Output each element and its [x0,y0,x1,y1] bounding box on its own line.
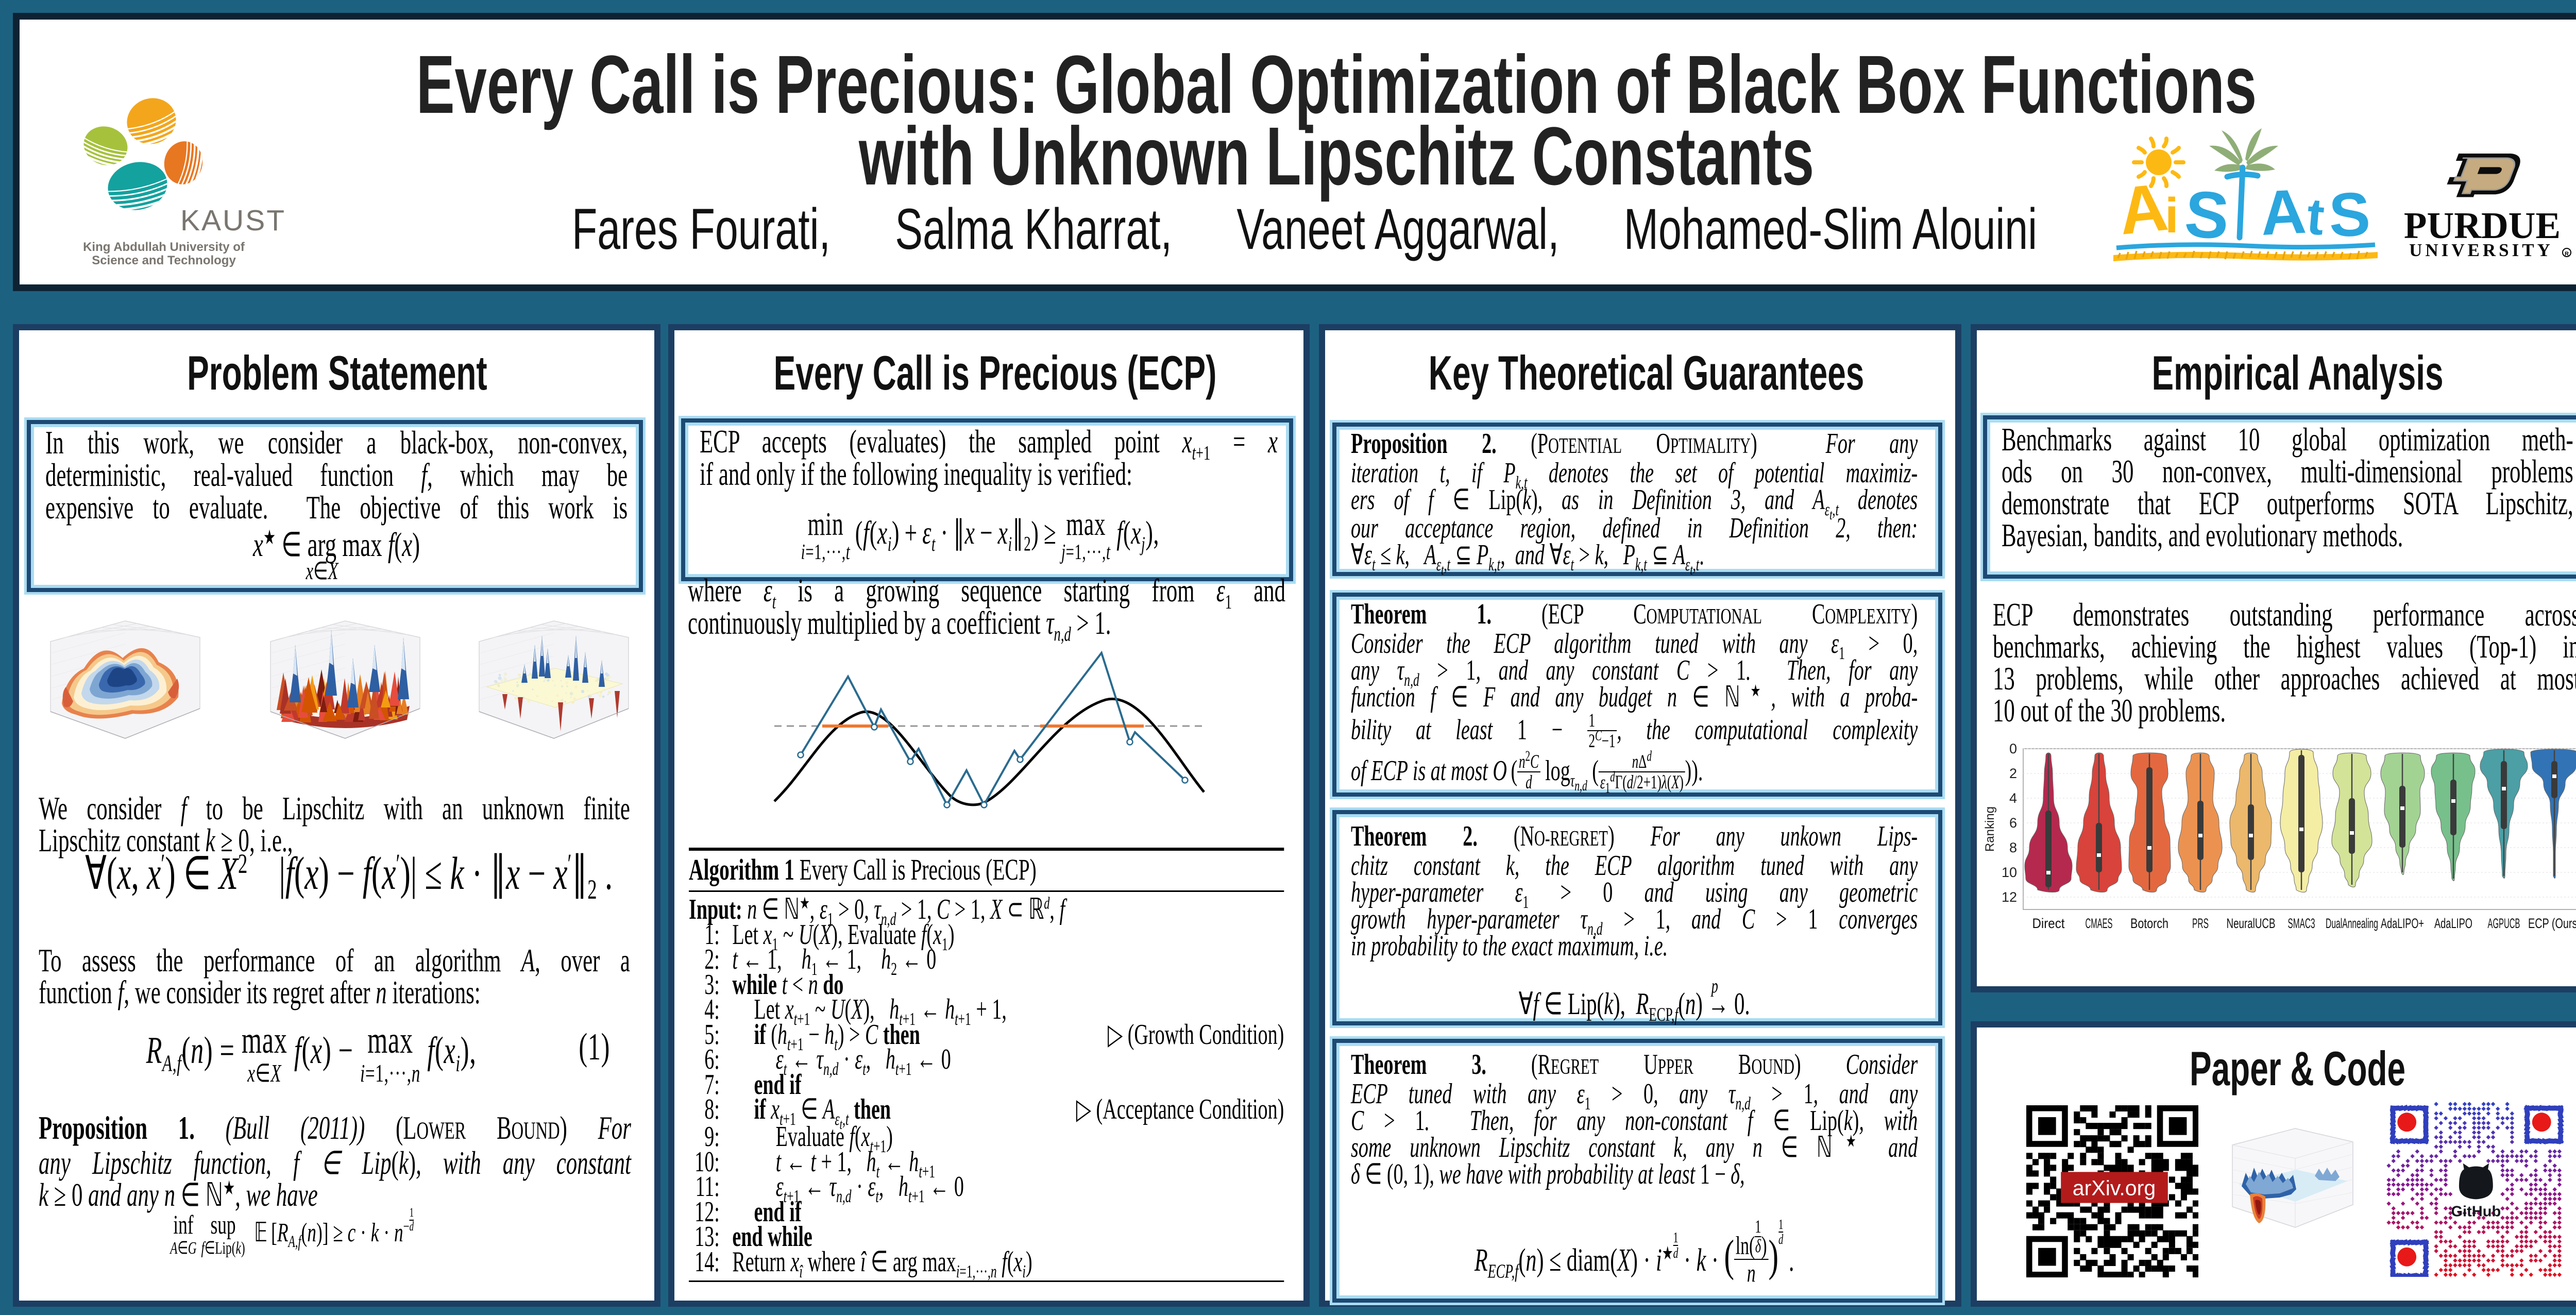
svg-text:KAUST: KAUST [180,204,286,237]
svg-text:8: 8 [2009,840,2017,855]
svg-text:A: A [2259,176,2308,248]
svg-text:Botorch: Botorch [2130,916,2168,931]
svg-text:S: S [2182,177,2231,254]
svg-text:PURDUE: PURDUE [2404,205,2561,246]
svg-text:Science and Technology: Science and Technology [92,254,236,267]
svg-text:S: S [2328,179,2371,250]
svg-text:6: 6 [2009,815,2017,831]
svg-text:10: 10 [2002,865,2017,880]
svg-text:2: 2 [2009,766,2017,781]
svg-text:R: R [2565,251,2569,257]
svg-text:SMAC3: SMAC3 [2288,916,2315,931]
svg-text:AdaLIPO: AdaLIPO [2434,916,2472,931]
svg-text:i: i [2165,188,2179,243]
svg-text:Ranking: Ranking [1985,806,1997,852]
svg-text:PRS: PRS [2192,916,2209,931]
svg-text:UNIVERSITY: UNIVERSITY [2409,240,2553,260]
svg-text:12: 12 [2002,889,2017,905]
svg-text:DualAnnealing: DualAnnealing [2326,916,2378,931]
svg-text:t: t [2304,187,2327,246]
svg-text:ECP (Ours): ECP (Ours) [2528,916,2576,931]
svg-text:NeuralUCB: NeuralUCB [2227,916,2276,931]
svg-text:Direct: Direct [2032,916,2065,931]
svg-text:arXiv.org: arXiv.org [2073,1176,2156,1200]
svg-text:AGPUCB: AGPUCB [2488,916,2520,931]
svg-text:CMAES: CMAES [2086,916,2113,931]
svg-text:4: 4 [2009,790,2017,806]
svg-text:GitHub: GitHub [2451,1203,2501,1220]
svg-text:0: 0 [2009,741,2017,756]
svg-text:AdaLIPO+: AdaLIPO+ [2381,916,2424,931]
svg-text:A: A [2115,169,2172,249]
svg-text:King Abdullah University of: King Abdullah University of [83,240,245,254]
